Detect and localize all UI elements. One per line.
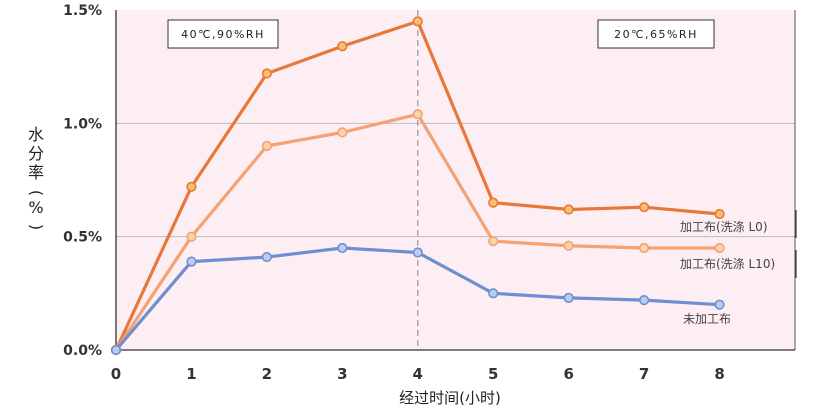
data-point <box>261 68 272 79</box>
y-axis-label-char: 率 <box>28 163 44 182</box>
series-label-l0-text: 加工布(洗涤 L0) <box>680 220 768 234</box>
data-point <box>110 344 122 356</box>
series-label-l10: 加工布(洗涤 L10) <box>680 250 797 278</box>
series-group <box>110 16 725 356</box>
x-tick-label: 3 <box>337 365 347 383</box>
data-point <box>563 240 574 251</box>
x-tick-label: 5 <box>488 365 498 383</box>
x-tick-label: 6 <box>563 365 573 383</box>
y-tick-label: 1.0% <box>63 116 102 132</box>
x-tick-label: 4 <box>413 365 423 383</box>
y-axis-label-char: 分 <box>28 144 44 163</box>
data-point <box>714 299 725 310</box>
y-axis-label: 水分率 (%) <box>27 125 46 230</box>
data-point <box>186 181 197 192</box>
y-axis-label-char: ) <box>27 224 46 230</box>
data-point <box>186 256 197 267</box>
data-point <box>261 251 272 263</box>
data-point <box>563 204 574 215</box>
x-tick-label: 0 <box>111 365 121 383</box>
data-point <box>261 140 272 152</box>
series-label-untreated: 未加工布 <box>683 312 731 326</box>
data-point <box>337 242 348 254</box>
series-label-l0: 加工布(洗涤 L0) <box>680 210 797 238</box>
condition-box-right: 20℃,65%RH <box>597 19 715 49</box>
condition-label-left: 40℃,90%RH <box>181 28 265 41</box>
condition-box-left: 40℃,90%RH <box>167 19 279 49</box>
data-point <box>639 202 650 213</box>
data-point <box>412 247 423 258</box>
data-point <box>639 295 650 306</box>
data-point <box>337 41 348 52</box>
data-point <box>412 16 423 27</box>
data-point <box>563 292 574 303</box>
y-tick-label: 0.0% <box>63 343 102 359</box>
data-point <box>639 242 650 254</box>
series-label-l10-text: 加工布(洗涤 L10) <box>680 257 775 271</box>
data-point <box>488 236 499 247</box>
data-point <box>186 231 197 242</box>
y-tick-label: 1.5% <box>63 3 102 19</box>
gridlines <box>116 122 795 238</box>
data-point <box>488 288 499 299</box>
data-point <box>488 197 499 208</box>
data-point <box>714 242 725 254</box>
x-tick-label: 1 <box>186 365 196 383</box>
tick-labels: 0.0% 0.5% 1.0% 1.5% 0 1 2 3 4 5 6 7 8 <box>63 3 725 383</box>
data-point <box>714 208 725 220</box>
y-axis-label-char: 水 <box>28 125 44 144</box>
x-tick-label: 8 <box>714 365 724 383</box>
axes <box>115 10 796 351</box>
data-point <box>337 127 348 138</box>
y-tick-label: 0.5% <box>63 230 102 246</box>
y-axis-label-char: ( <box>27 190 46 196</box>
x-tick-label: 2 <box>262 365 272 383</box>
data-point <box>412 109 423 120</box>
condition-label-right: 20℃,65%RH <box>614 28 698 41</box>
x-axis-label: 经过时间(小时) <box>399 389 501 407</box>
y-axis-label-char: % <box>28 198 43 217</box>
x-tick-label: 7 <box>639 365 649 383</box>
